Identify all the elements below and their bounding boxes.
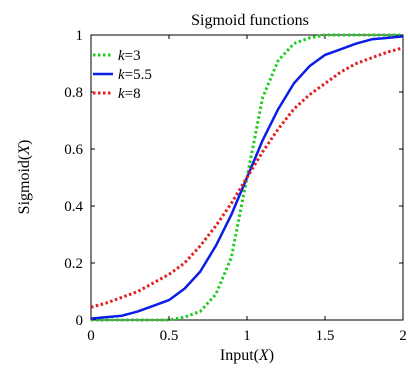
- series-layer: [90, 33, 404, 322]
- x-tick-label: 0.5: [160, 328, 179, 344]
- y-axis-label: Sigmoid(X): [16, 140, 33, 215]
- legend-label-0: k=3: [118, 48, 141, 64]
- legend: k=3 k=5.5 k=8: [93, 48, 152, 102]
- x-tick-label: 2: [399, 328, 407, 344]
- y-axis: 0 0.2 0.4 0.6 0.8 1: [64, 28, 403, 329]
- chart-title: Sigmoid functions: [191, 12, 309, 29]
- series-line-2: [90, 46, 404, 309]
- legend-label-2: k=8: [118, 86, 141, 102]
- y-tick-label: 0.4: [64, 199, 83, 215]
- y-tick-label: 0.2: [64, 256, 83, 272]
- x-tick-label: 1.5: [316, 328, 335, 344]
- x-axis: 0 0.5 1 1.5 2: [87, 35, 407, 344]
- y-tick-label: 0: [76, 313, 84, 329]
- y-tick-label: 1: [76, 28, 84, 44]
- y-tick-label: 0.8: [64, 85, 83, 101]
- x-tick-label: 1: [243, 328, 251, 344]
- y-tick-label: 0.6: [64, 142, 83, 158]
- x-axis-label: Input(X): [220, 347, 274, 364]
- legend-label-1: k=5.5: [118, 67, 152, 83]
- x-tick-label: 0: [87, 328, 95, 344]
